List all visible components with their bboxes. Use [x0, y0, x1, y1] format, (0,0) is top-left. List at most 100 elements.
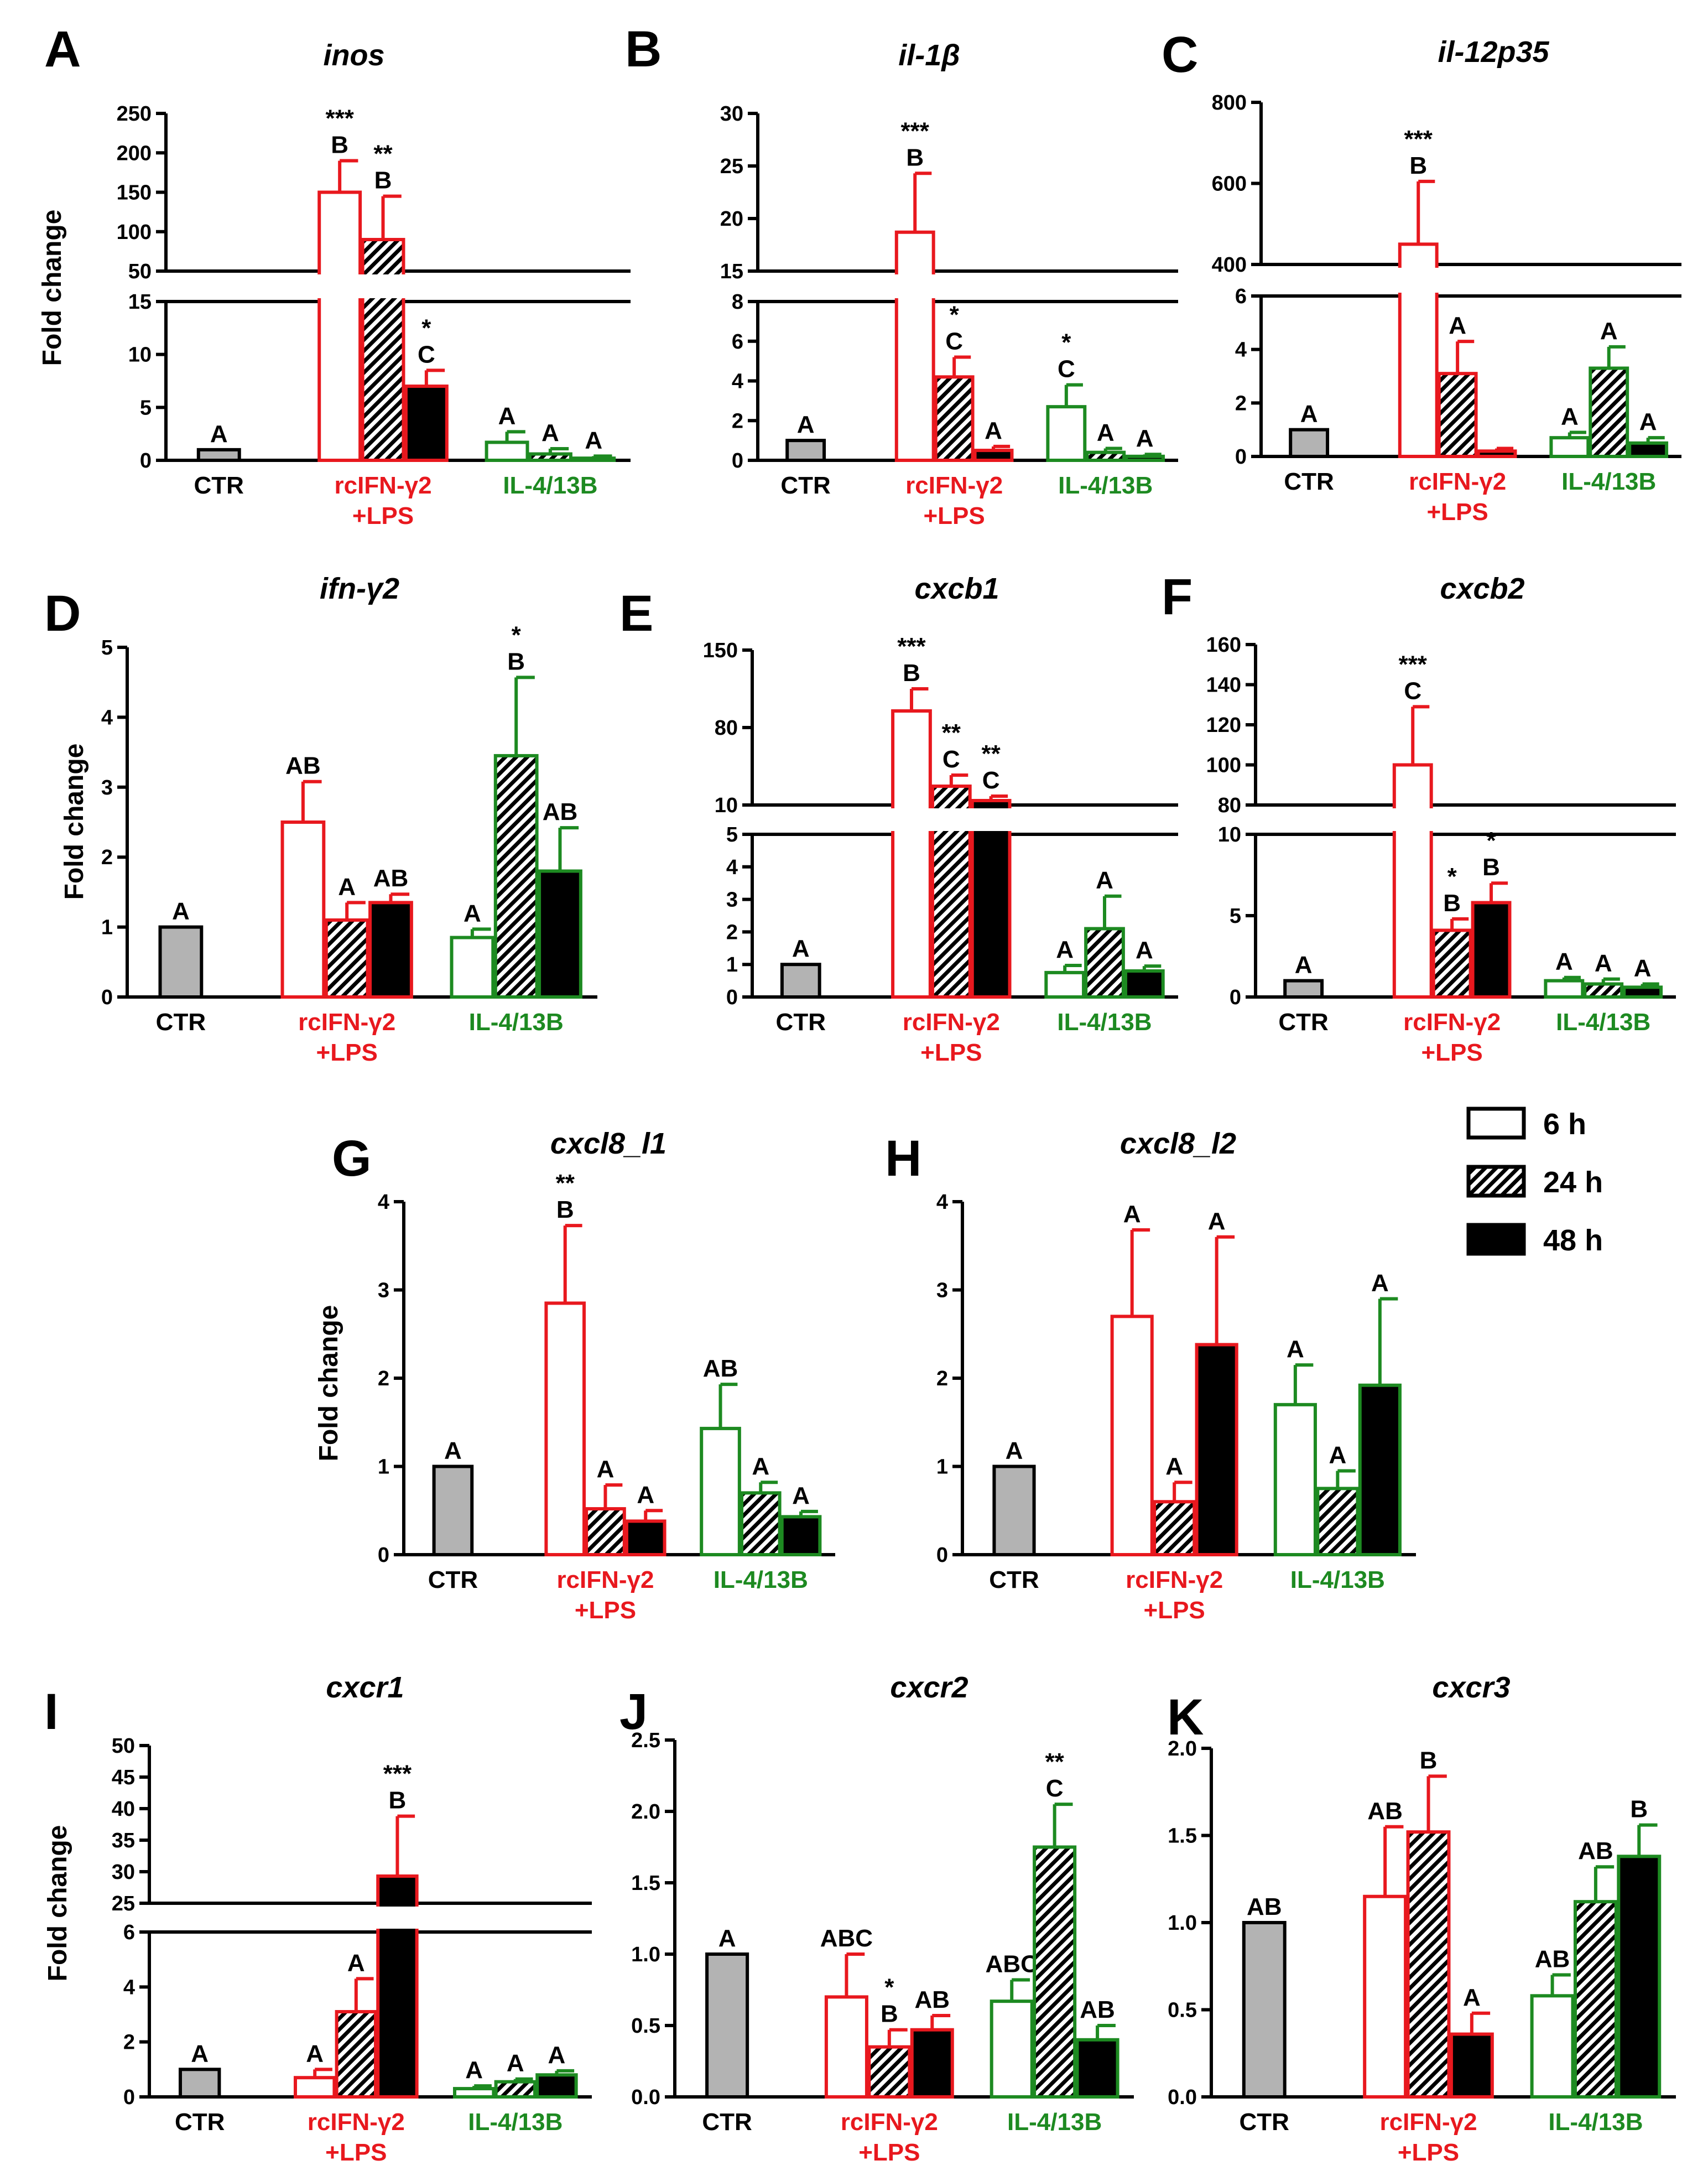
significance-stars: ** [373, 141, 393, 168]
bar-IL-4/13B-white [450, 936, 495, 999]
bars: AB***B**C*AA A [196, 105, 616, 463]
panel-letter-F: F [1162, 569, 1193, 625]
y-tick-label: 4 [123, 1976, 135, 1999]
bar-CTR-ctr [1283, 979, 1324, 999]
axis-break-gap [893, 274, 937, 298]
y-tick-label: 1 [726, 953, 738, 977]
x-category-label: rcIFN-γ2 [903, 1009, 1000, 1036]
bar-IL-4/13B-white [700, 1426, 741, 1557]
significance-letter: A [1295, 952, 1313, 979]
x-category-label: CTR [428, 1566, 478, 1593]
y-tick-label: 160 [1206, 633, 1241, 657]
y-tick-label: 2 [1235, 392, 1247, 415]
bar-rcIFN-γ2-white [544, 1301, 586, 1557]
x-category-label: CTR [780, 472, 830, 499]
bar-CTR-ctr [179, 2068, 221, 2099]
significance-letter: A [1056, 936, 1074, 963]
y-tick-label: 0 [378, 1544, 389, 1567]
significance-letter: B [1409, 152, 1427, 179]
y-tick-label: 10 [1218, 823, 1241, 846]
y-tick-label: 5 [140, 396, 152, 419]
bar-rcIFN-γ2-white [294, 2076, 336, 2099]
bars: A ABC B* AB ABC C** AB [705, 1748, 1119, 2099]
bar-CTR-ctr [196, 448, 241, 462]
x-category-label: CTR [1278, 1009, 1328, 1036]
significance-letter: B [1443, 890, 1461, 917]
y-tick-label: 2 [123, 2031, 135, 2054]
x-category-label: CTR [194, 472, 244, 499]
bar-IL-4/13B-white [485, 440, 529, 462]
y-tick-label: 25 [112, 1892, 135, 1915]
x-category-label: rcIFN-γ2 [905, 472, 1003, 499]
significance-letter: A [585, 427, 602, 454]
legend-swatch-hatch [1466, 1165, 1526, 1198]
y-tick-label: 2 [726, 921, 738, 944]
bar-IL-4/13B-white [1046, 405, 1087, 463]
significance-letter: C [942, 746, 960, 773]
y-tick-label: 0 [732, 449, 743, 472]
axes: 0 2 4 6 400 600 800 [1212, 91, 1681, 469]
bar-CTR-ctr [785, 439, 826, 462]
bar-IL-4/13B-white [1044, 970, 1086, 999]
significance-stars: *** [897, 633, 926, 660]
significance-stars: * [1486, 827, 1496, 854]
x-category-label-line2: +LPS [920, 1039, 982, 1066]
x-category-label: CTR [1284, 468, 1334, 495]
bar-rcIFN-γ2-hatch [324, 918, 369, 999]
bar-IL-4/13B-black [1617, 1855, 1662, 2099]
legend-swatch-black [1466, 1223, 1526, 1256]
y-tick-label: 0 [140, 449, 152, 472]
significance-letter: AB [373, 865, 409, 892]
y-tick-label: 1.5 [1168, 1825, 1197, 1848]
y-tick-label: 2.0 [631, 1800, 660, 1824]
panel-letter-J: J [619, 1684, 648, 1740]
bar-rcIFN-γ2-black [404, 385, 449, 462]
bar-IL-4/13B-black [1358, 1383, 1402, 1556]
x-category-label: rcIFN-γ2 [841, 2109, 938, 2136]
y-tick-label: 6 [732, 330, 743, 354]
bar-IL-4/13B-hatch [1085, 450, 1126, 463]
y-axis-label: Fold change [43, 1825, 72, 1982]
bar-CTR-ctr [1289, 428, 1330, 459]
significance-letter: A [1371, 1269, 1389, 1296]
significance-letter: A [498, 402, 516, 429]
significance-letter: A [1097, 419, 1115, 446]
bar-IL-4/13B-hatch [528, 452, 572, 463]
bar-CTR-ctr [705, 1952, 749, 2099]
x-category-label: IL-4/13B [714, 1566, 808, 1593]
significance-letter: B [1630, 1796, 1648, 1823]
significance-letter: C [945, 328, 963, 355]
x-category-label: rcIFN-γ2 [1379, 2109, 1477, 2136]
bars: A B*** A A A A [1289, 126, 1669, 459]
x-category-label: CTR [776, 1009, 826, 1036]
significance-letter: B [374, 167, 392, 194]
bar-IL-4/13B-black [1628, 441, 1669, 458]
significance-stars: * [950, 301, 960, 328]
panel-letter-E: E [619, 585, 653, 642]
axes: 0 5 10 80 100 120 140 160 [1206, 633, 1676, 1009]
bar-rcIFN-γ2-hatch [361, 238, 405, 462]
panel-title-F: cxcb2 [1440, 572, 1524, 605]
y-tick-label: 100 [117, 221, 152, 244]
bar-IL-4/13B-hatch [1583, 982, 1624, 999]
significance-letter: AB [1247, 1893, 1282, 1920]
bar-IL-4/13B-hatch [1316, 1487, 1360, 1556]
bar-IL-4/13B-black [538, 869, 582, 999]
x-category-label: CTR [702, 2109, 752, 2136]
significance-letter: A [1136, 937, 1153, 964]
x-category-label: IL-4/13B [469, 1009, 564, 1036]
y-tick-label: 10 [128, 344, 152, 367]
significance-letter: ABC [986, 1950, 1038, 1977]
group-labels: CTR rcIFN-γ2 +LPS IL-4/13B [428, 1566, 808, 1624]
significance-letter: A [797, 411, 815, 438]
panel-title-C: il-12p35 [1438, 35, 1549, 69]
significance-stars: * [1447, 863, 1457, 890]
significance-letter: A [752, 1453, 769, 1480]
bar-IL-4/13B-hatch [1084, 927, 1125, 999]
y-tick-label: 1 [101, 916, 113, 939]
bar-rcIFN-γ2-white [280, 820, 326, 999]
